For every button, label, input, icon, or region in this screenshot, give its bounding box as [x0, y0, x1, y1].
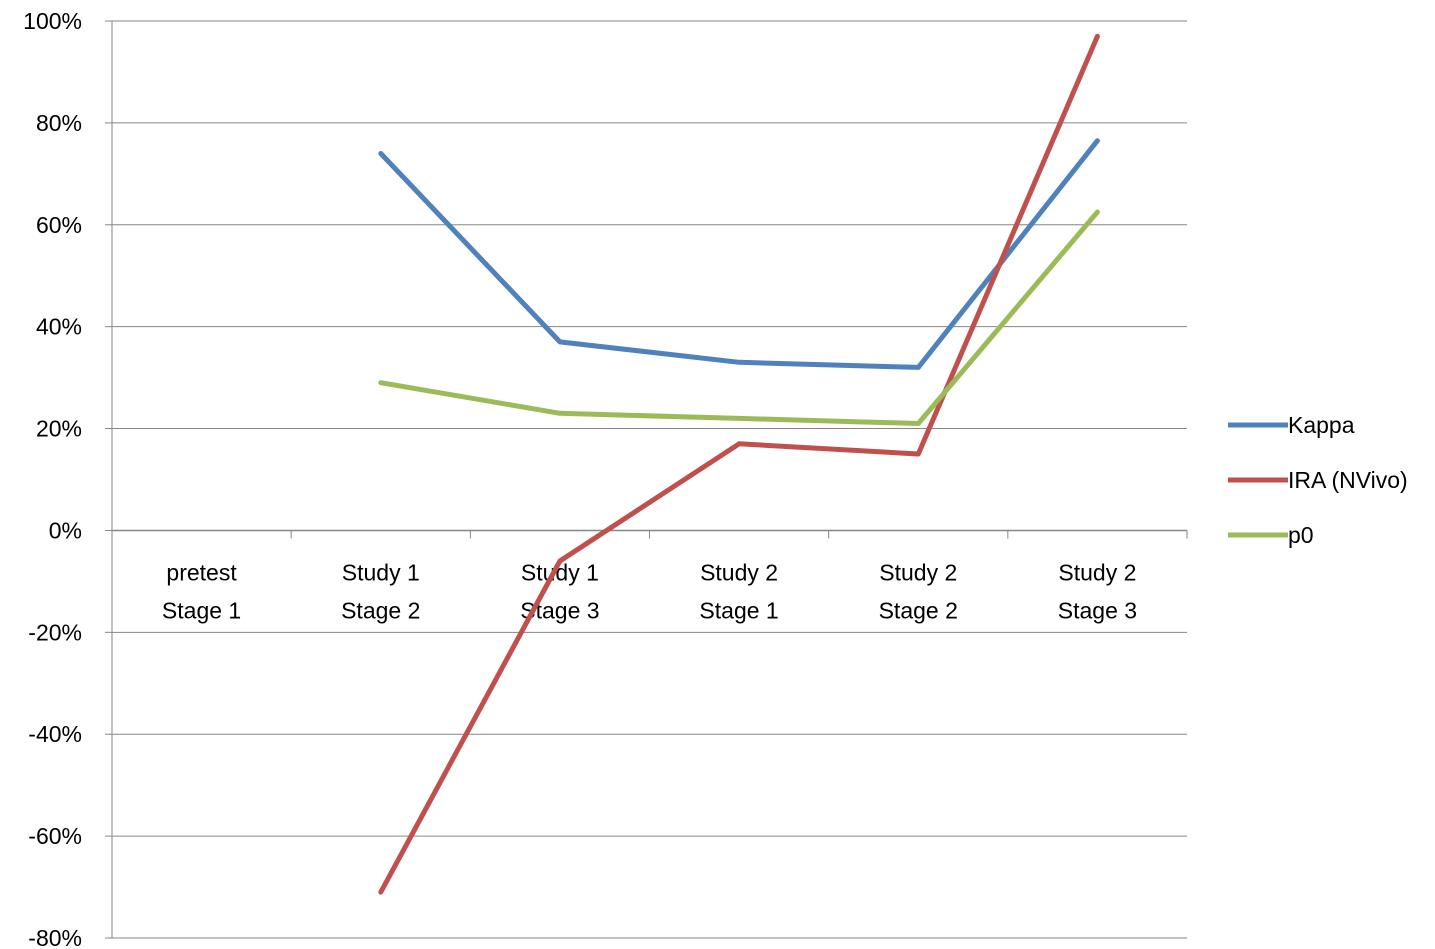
- series-lines: [378, 33, 1100, 895]
- series-line: [378, 33, 1100, 895]
- x-tick-label-line: Stage 1: [699, 597, 778, 623]
- axes: [105, 20, 1188, 939]
- legend-label: IRA (NVivo): [1288, 467, 1408, 493]
- x-tick-label-line: Stage 1: [162, 597, 241, 623]
- y-tick-label: 100%: [23, 8, 82, 34]
- x-tick-label-line: Stage 2: [341, 597, 420, 623]
- y-axis-tick-labels: 100% 80% 60% 40% 20% 0% -20% -40% -60% -80%: [23, 8, 82, 949]
- series-line: [378, 138, 1100, 370]
- x-tick-label: Study 2 Stage 2: [879, 559, 958, 623]
- x-tick-label-line: Study 1: [342, 559, 420, 585]
- y-tick-label: -20%: [28, 619, 82, 645]
- gridlines: [112, 20, 1187, 939]
- y-tick-label: 20%: [36, 416, 82, 442]
- y-tick-label: -80%: [28, 925, 82, 949]
- legend: Kappa IRA (NVivo) p0: [1228, 412, 1408, 548]
- x-tick-label: pretest Stage 1: [162, 559, 241, 623]
- x-tick-label-line: Stage 3: [1058, 597, 1137, 623]
- x-tick-label-line: Study 2: [879, 559, 957, 585]
- x-tick-label-line: Study 2: [700, 559, 778, 585]
- x-tick-label: Study 1 Stage 2: [341, 559, 420, 623]
- y-tick-label: 0%: [49, 517, 82, 543]
- legend-label: p0: [1288, 522, 1314, 548]
- y-tick-label: -40%: [28, 721, 82, 747]
- x-tick-label-line: Stage 2: [879, 597, 958, 623]
- x-tick-label-line: pretest: [166, 559, 237, 585]
- x-tick-label: Study 2 Stage 1: [699, 559, 778, 623]
- y-tick-label: -60%: [28, 823, 82, 849]
- y-tick-label: 80%: [36, 110, 82, 136]
- legend-label: Kappa: [1288, 412, 1355, 438]
- y-tick-label: 40%: [36, 314, 82, 340]
- x-tick-label: Study 2 Stage 3: [1058, 559, 1137, 623]
- series-line: [378, 209, 1100, 426]
- y-tick-label: 60%: [36, 212, 82, 238]
- x-tick-label-line: Study 2: [1058, 559, 1136, 585]
